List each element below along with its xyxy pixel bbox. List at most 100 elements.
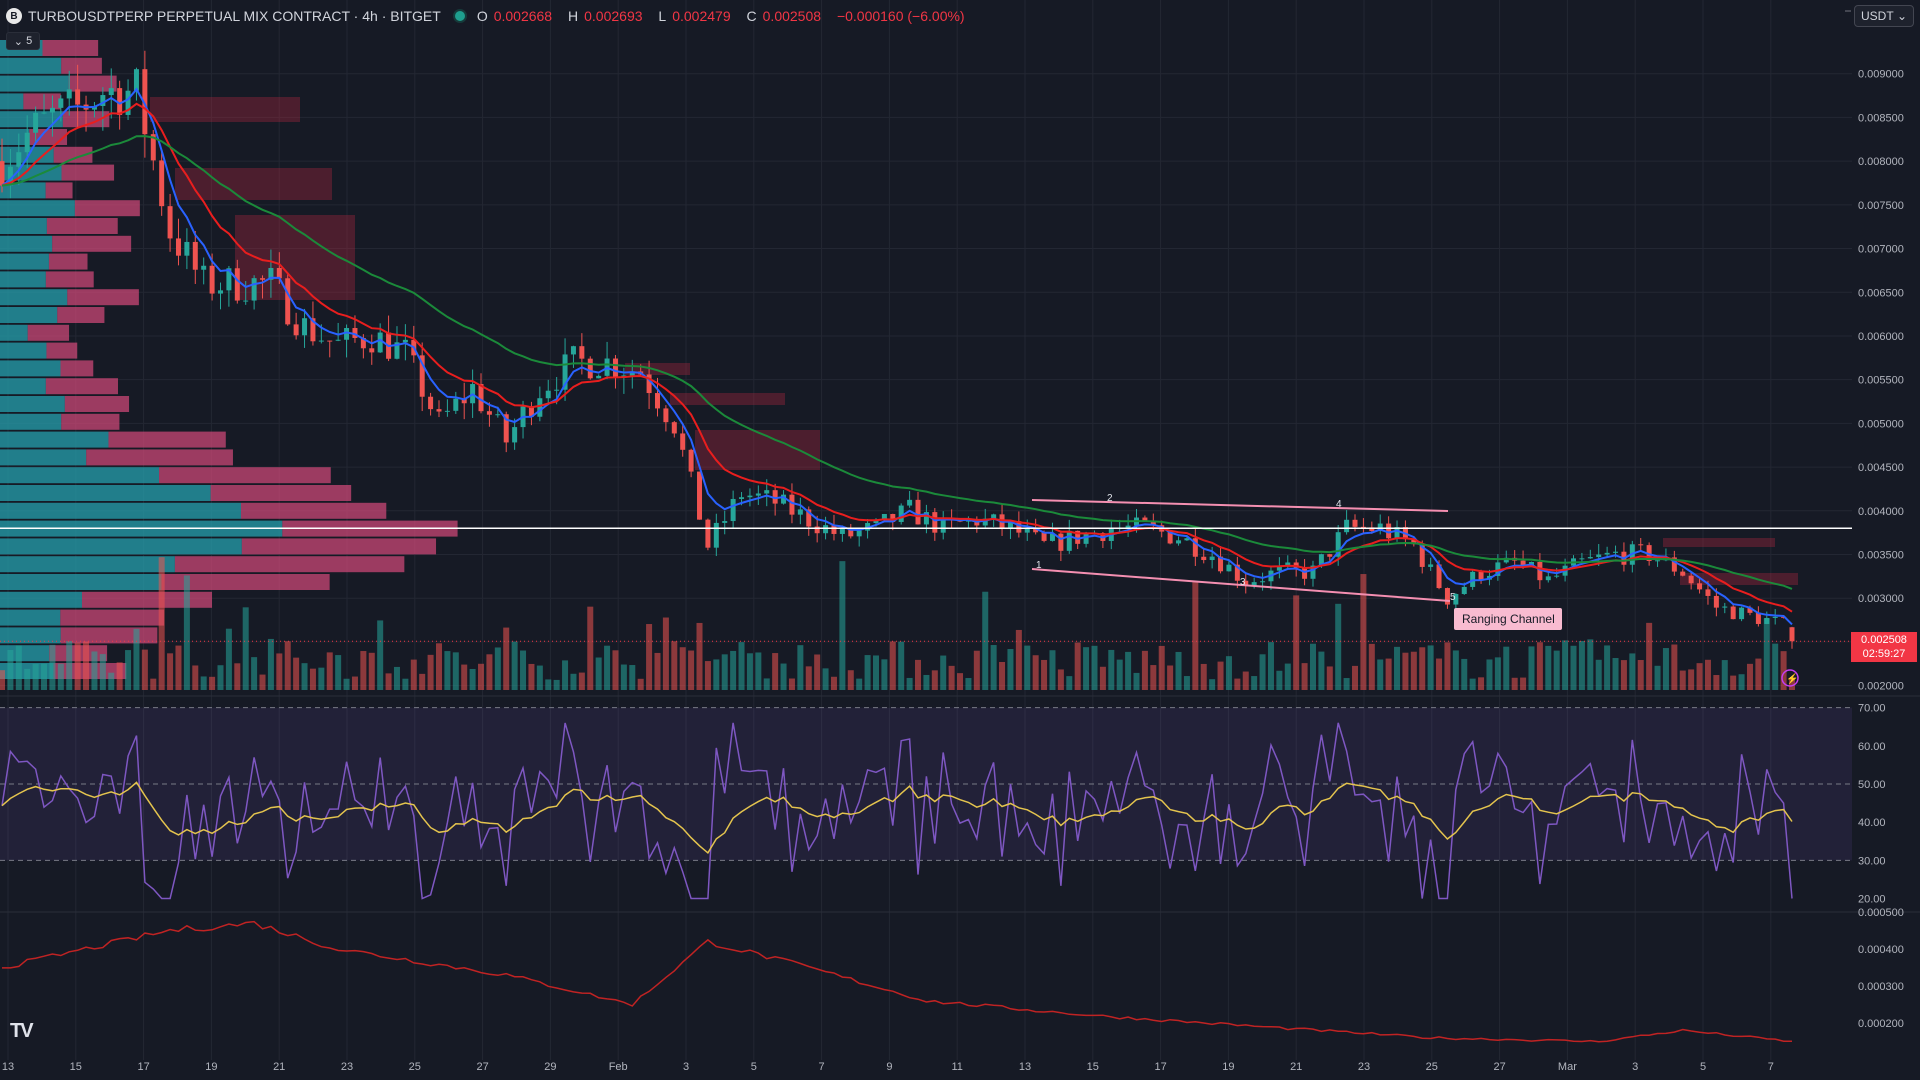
chart-header: B TURBOUSDTPERP PERPETUAL MIX CONTRACT ·…	[6, 6, 977, 26]
time-axis-label: 9	[886, 1061, 892, 1073]
candle-body	[327, 340, 333, 342]
volume-bar	[1503, 646, 1510, 690]
volume-bar	[469, 668, 476, 690]
volume-bar	[343, 678, 350, 690]
candle-body	[898, 505, 904, 522]
candle-body	[24, 132, 30, 153]
candle-body	[209, 265, 215, 294]
price-axis-label: 0.009000	[1858, 69, 1904, 81]
symbol-title[interactable]: TURBOUSDTPERP PERPETUAL MIX CONTRACT · 4…	[28, 8, 441, 24]
volume-profile-sell-bar	[23, 93, 61, 110]
candle-body	[654, 393, 660, 409]
volume-bar	[965, 678, 972, 690]
candle-body	[680, 433, 686, 450]
volume-bar	[486, 654, 493, 690]
volume-bar	[990, 645, 997, 690]
volume-bar	[1696, 663, 1703, 690]
volume-bar	[1360, 574, 1367, 690]
volume-profile-buy-bar	[0, 75, 69, 92]
volume-bar	[108, 672, 115, 690]
volume-bar	[822, 668, 829, 690]
tradingview-logo-icon[interactable]: TV	[10, 1020, 34, 1042]
candle-body	[159, 160, 165, 207]
volume-bar	[301, 663, 308, 690]
volume-bar	[1099, 666, 1106, 690]
volume-bar	[1209, 679, 1216, 690]
volume-bar	[1671, 644, 1678, 690]
volume-bar	[1789, 678, 1795, 690]
volume-profile-buy-bar	[0, 111, 63, 128]
market-status-icon[interactable]	[454, 11, 465, 21]
volume-bar	[864, 655, 871, 690]
currency-select[interactable]: USDT ⌄	[1854, 5, 1914, 27]
chevron-down-icon: ⌄	[1896, 9, 1907, 23]
volume-bar	[1436, 658, 1443, 690]
volume-bar	[1570, 645, 1577, 690]
volume-profile-sell-bar	[81, 591, 213, 608]
volume-bar	[562, 660, 569, 690]
time-axis-label: Mar	[1558, 1061, 1577, 1073]
volume-bar	[41, 663, 48, 690]
volume-bar	[1637, 660, 1644, 690]
volume-bar	[1125, 651, 1132, 690]
volume-bar	[545, 679, 552, 690]
volume-bar	[738, 642, 745, 690]
candle-body	[1302, 567, 1308, 579]
volume-bar	[780, 663, 787, 690]
candle-body	[1344, 519, 1350, 533]
ohlc-change-value: −0.000160 (−6.00%)	[836, 8, 965, 24]
volume-bar	[1419, 647, 1426, 690]
time-axis-label: 27	[476, 1061, 488, 1073]
price-axis-label: 0.005500	[1858, 375, 1904, 387]
volume-bar	[1469, 678, 1476, 690]
volume-bar	[1116, 659, 1123, 690]
volume-bar	[435, 643, 442, 690]
indicator-collapse-button[interactable]: ⌄ 5	[6, 32, 40, 50]
volume-bar	[133, 628, 140, 690]
candle-body	[823, 525, 829, 534]
volume-bar	[1326, 666, 1333, 690]
rsi-axis-label: 40.00	[1858, 817, 1886, 829]
volume-profile-buy-bar	[0, 235, 53, 252]
volume-bar	[1318, 651, 1325, 690]
volume-bar	[410, 659, 417, 690]
volume-profile-sell-bar	[53, 146, 93, 163]
volume-bar	[427, 654, 434, 690]
candle-body	[75, 89, 81, 105]
candle-body	[1318, 554, 1324, 566]
volume-bar	[856, 678, 863, 690]
more-menu-icon[interactable]	[1845, 10, 1851, 12]
volume-bar	[1746, 663, 1753, 690]
candle-body	[1655, 560, 1661, 562]
volume-bar	[83, 641, 90, 690]
volume-bar	[217, 665, 224, 690]
candle-body	[58, 98, 64, 108]
volume-profile-sell-bar	[61, 164, 115, 181]
candle-body	[1075, 530, 1081, 544]
time-axis-label: 21	[1290, 1061, 1302, 1073]
candle-body	[764, 490, 770, 494]
candle-body	[318, 340, 324, 342]
wave-label: 4	[1336, 499, 1342, 510]
volume-profile-buy-bar	[0, 502, 241, 519]
candle-body	[1360, 526, 1366, 528]
volume-bar	[1772, 643, 1779, 690]
last-price-badge: 0.002508 02:59:27	[1851, 632, 1917, 662]
volume-profile-sell-bar	[45, 378, 118, 395]
volume-bar	[1520, 677, 1527, 690]
candle-body	[1369, 527, 1375, 531]
volume-bar	[1730, 675, 1737, 690]
candle-body	[108, 88, 114, 96]
volume-bar	[125, 650, 132, 690]
candle-body	[495, 414, 501, 416]
rsi-ma-line	[1, 781, 1793, 855]
volume-profile-buy-bar	[0, 538, 242, 555]
volume-bar	[1015, 629, 1022, 690]
candle-body	[1604, 552, 1610, 555]
volume-bar	[7, 649, 14, 690]
volume-bar	[940, 655, 947, 690]
supply-zone-box	[175, 168, 332, 200]
price-axis-label: 0.006500	[1858, 287, 1904, 299]
candle-body	[419, 355, 425, 397]
